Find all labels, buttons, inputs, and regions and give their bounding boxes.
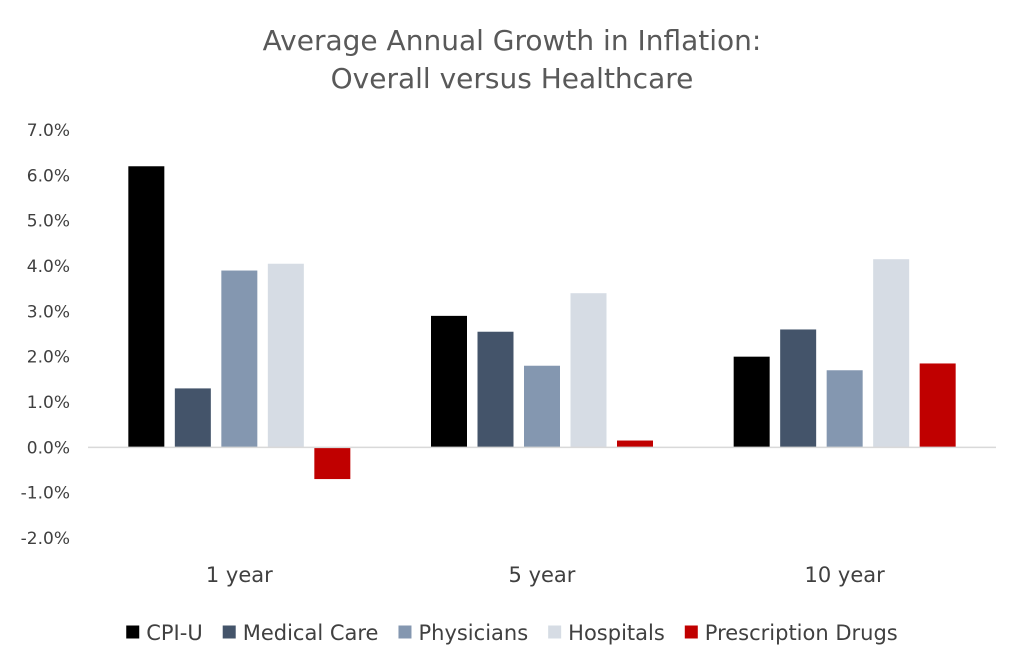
bar bbox=[524, 365, 560, 448]
bar bbox=[431, 315, 467, 448]
bar bbox=[733, 356, 770, 448]
x-tick-label: 1 year bbox=[206, 563, 273, 587]
legend-swatch bbox=[548, 625, 562, 639]
y-tick-label: 1.0% bbox=[27, 393, 70, 413]
bar bbox=[826, 370, 863, 448]
bar bbox=[221, 270, 258, 448]
chart-title: Average Annual Growth in Inflation: bbox=[263, 24, 762, 57]
legend: CPI-U Medical Care Physicians Hospitals Pres… bbox=[126, 621, 898, 645]
x-tick-label: 5 year bbox=[509, 563, 576, 587]
y-tick-label: -2.0% bbox=[21, 529, 70, 549]
bar bbox=[174, 388, 211, 448]
bars-group bbox=[128, 166, 956, 480]
legend-label: Physicians bbox=[418, 621, 528, 645]
bar bbox=[617, 440, 653, 448]
legend-label: CPI-U bbox=[146, 621, 202, 645]
legend-label: Medical Care bbox=[243, 621, 379, 645]
legend-swatch bbox=[398, 625, 412, 639]
legend-swatch bbox=[684, 625, 698, 639]
legend-swatch bbox=[222, 625, 236, 639]
bar bbox=[314, 447, 351, 480]
y-tick-label: 0.0% bbox=[27, 438, 70, 458]
y-tick-label: 6.0% bbox=[27, 166, 70, 186]
x-axis-ticks: 1 year 5 year 10 year bbox=[206, 563, 885, 587]
y-tick-label: -1.0% bbox=[21, 484, 70, 504]
bar bbox=[873, 259, 910, 448]
bar bbox=[570, 293, 607, 448]
y-tick-label: 4.0% bbox=[27, 257, 70, 277]
bar bbox=[780, 329, 817, 448]
y-tick-label: 2.0% bbox=[27, 348, 70, 368]
y-axis-ticks: 7.0% 6.0% 5.0% 4.0% 3.0% 2.0% 1.0% 0.0% -1.0% -2.… bbox=[21, 121, 70, 549]
legend-label: Prescription Drugs bbox=[705, 621, 898, 645]
bar bbox=[128, 166, 165, 448]
legend-label: Hospitals bbox=[568, 621, 665, 645]
bar bbox=[267, 263, 304, 448]
chart-subtitle: Overall versus Healthcare bbox=[331, 62, 694, 95]
y-tick-label: 3.0% bbox=[27, 302, 70, 322]
legend-swatch bbox=[126, 625, 140, 639]
y-tick-label: 7.0% bbox=[27, 121, 70, 141]
bar bbox=[919, 363, 956, 448]
y-tick-label: 5.0% bbox=[27, 212, 70, 232]
bar bbox=[477, 331, 514, 448]
x-tick-label: 10 year bbox=[805, 563, 886, 587]
